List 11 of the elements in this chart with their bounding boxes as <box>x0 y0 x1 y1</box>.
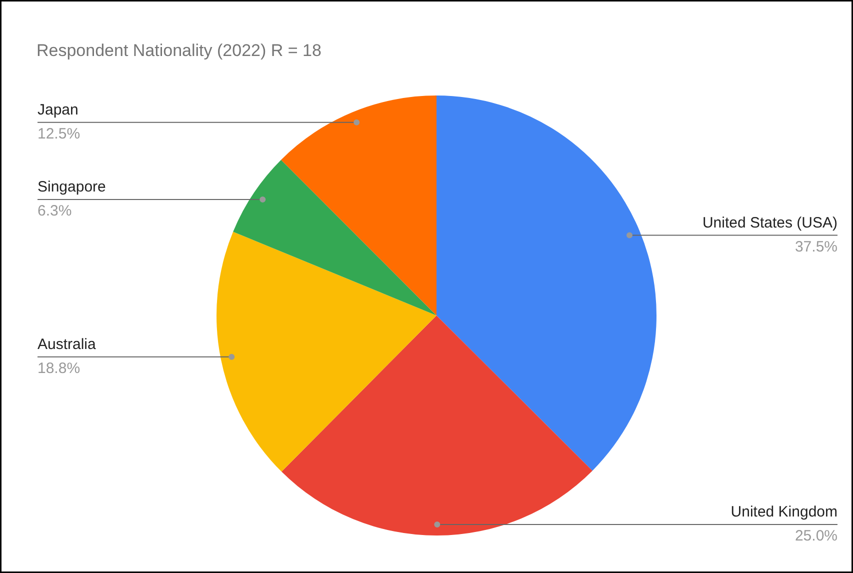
data-label: 18.8% <box>38 360 80 377</box>
slice-label: Australia <box>38 336 97 353</box>
data-label: 12.5% <box>38 125 80 142</box>
data-label: 25.0% <box>794 528 838 544</box>
slice-label: Singapore <box>38 178 106 196</box>
slice-label: United States (USA) <box>702 214 838 232</box>
data-label: 37.5% <box>794 238 838 256</box>
chart-title: Respondent Nationality (2022) R = 18 <box>36 41 322 60</box>
slice-label: Japan <box>38 101 78 118</box>
data-label: 6.3% <box>38 202 72 220</box>
slice-label: United Kingdom <box>730 504 838 520</box>
